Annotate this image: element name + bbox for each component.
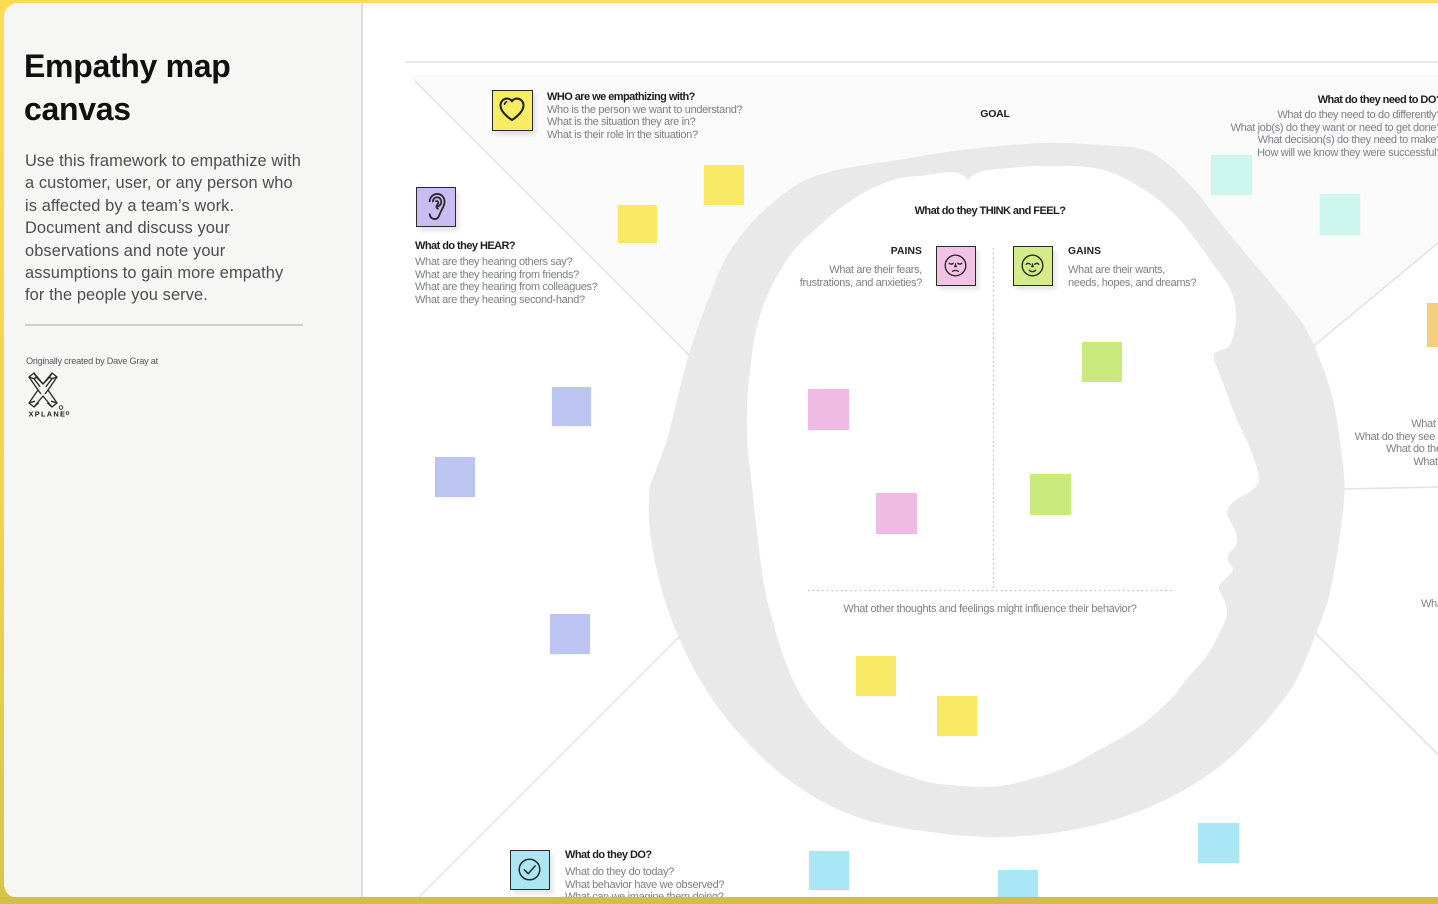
svg-text:XPLANE: XPLANE <box>29 410 67 419</box>
